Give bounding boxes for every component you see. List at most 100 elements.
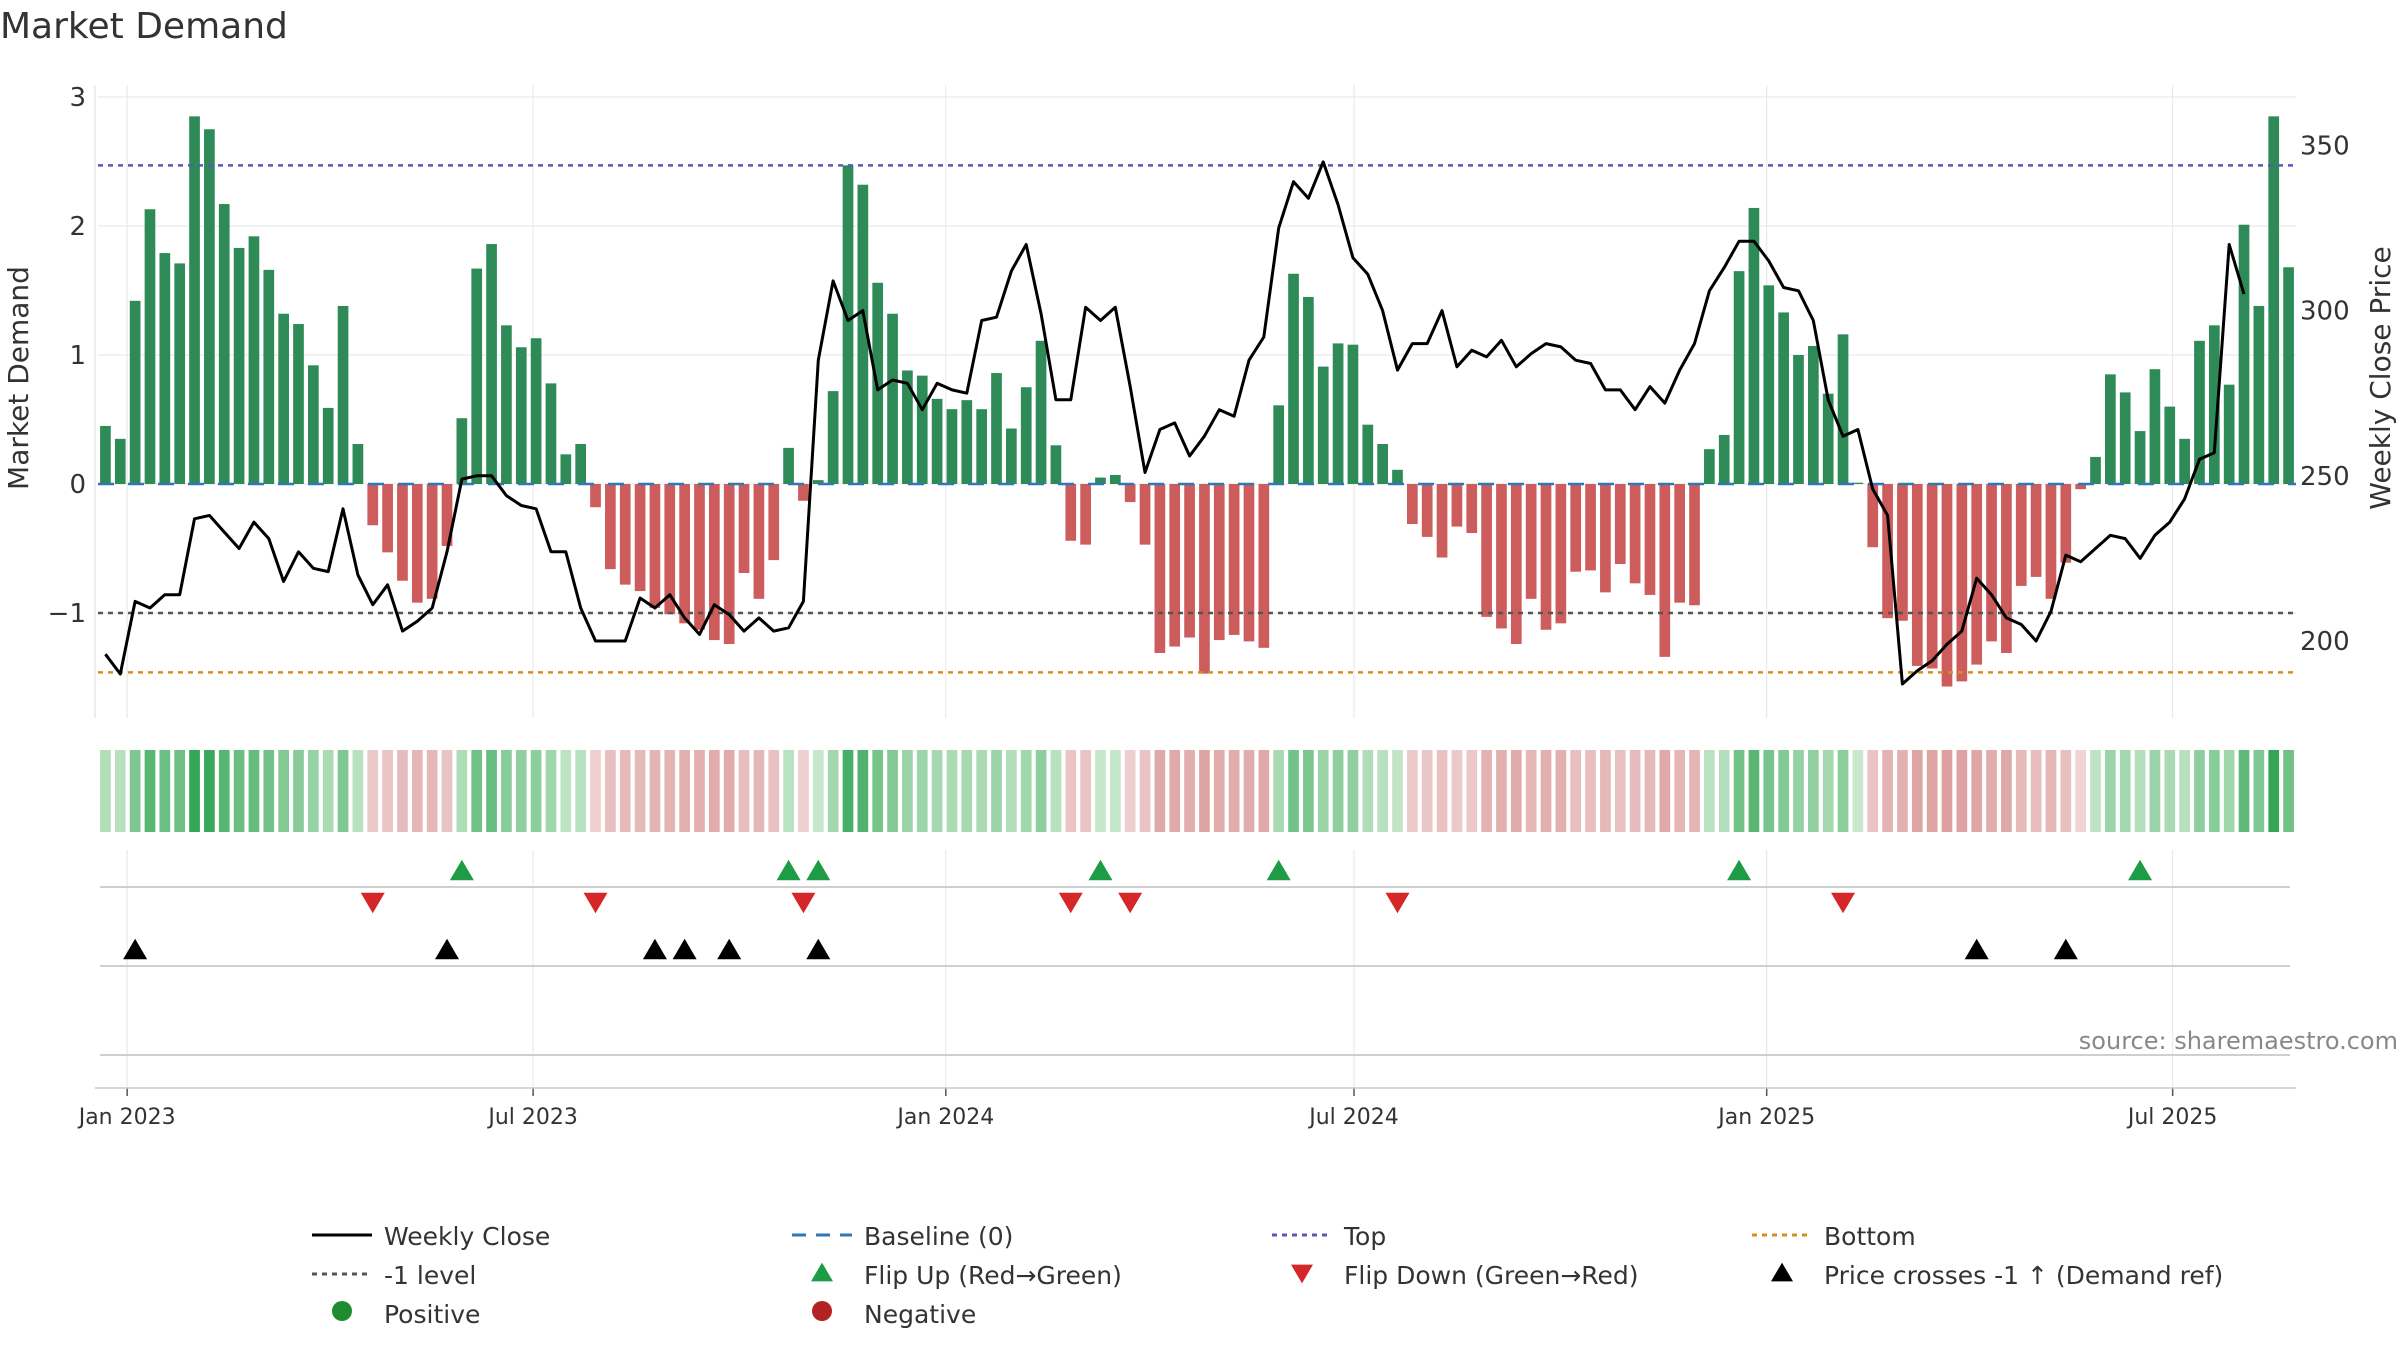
demand-bar	[397, 484, 408, 581]
legend-label: Price crosses -1 ↑ (Demand ref)	[1824, 1261, 2223, 1290]
demand-bar	[382, 484, 393, 553]
heat-cell	[1347, 750, 1359, 832]
heat-cell	[590, 750, 601, 832]
flip-down-marker	[360, 892, 385, 914]
heat-cell	[1867, 750, 1879, 832]
heat-cell	[916, 750, 928, 832]
demand-bar	[1867, 484, 1879, 548]
heat-cell	[1555, 750, 1567, 832]
demand-bar	[1154, 484, 1166, 653]
price-cross-marker	[2053, 938, 2078, 960]
flip-up-marker	[1727, 859, 1752, 881]
demand-bar	[2045, 484, 2057, 599]
demand-bar	[337, 305, 349, 484]
demand-bar	[441, 484, 453, 546]
heat-cell	[382, 750, 393, 832]
price-cross-marker	[1964, 938, 1989, 960]
heat-cell	[1897, 750, 1908, 832]
legend-swatch	[1771, 1262, 1793, 1282]
demand-bar	[456, 418, 468, 484]
heat-cell	[1689, 750, 1700, 832]
heat-cell	[1926, 750, 1938, 832]
heat-cell	[2134, 750, 2146, 832]
heat-cell	[471, 750, 483, 832]
demand-bar	[545, 383, 557, 484]
demand-bar	[1169, 484, 1181, 647]
heat-cell	[2164, 750, 2176, 832]
price-cross-marker	[642, 938, 667, 960]
demand-bar	[367, 484, 379, 526]
source-text: source: sharemaestro.com	[2079, 1027, 2398, 1055]
demand-bar	[1035, 340, 1047, 484]
x-tick-label: Jan 2025	[1716, 1105, 1815, 1130]
x-tick-label: Jan 2024	[895, 1105, 994, 1130]
demand-bar	[1763, 285, 1775, 484]
demand-bar	[1600, 484, 1611, 593]
heat-cell	[1006, 750, 1017, 832]
demand-bar	[426, 484, 438, 599]
demand-bar	[857, 184, 869, 484]
heat-cell	[411, 750, 423, 832]
heat-cell	[961, 750, 973, 832]
demand-bar	[2194, 340, 2205, 484]
heat-cell	[114, 750, 126, 832]
demand-bar	[1540, 484, 1552, 630]
heat-cell	[293, 750, 304, 832]
x-tick-label: Jul 2025	[2126, 1105, 2218, 1130]
demand-bar	[1080, 484, 1091, 545]
heat-cell	[1139, 750, 1151, 832]
heat-cell	[1570, 750, 1582, 832]
demand-bar	[1288, 273, 1299, 484]
demand-bar	[649, 484, 661, 608]
demand-bar	[129, 300, 141, 484]
demand-bar	[1020, 387, 1032, 484]
heat-cell	[2119, 750, 2131, 832]
heat-cell	[1377, 750, 1388, 832]
demand-bar	[2075, 484, 2087, 490]
heat-cell	[1659, 750, 1671, 832]
demand-bar	[1228, 484, 1240, 635]
y-axis-left-label: Market Demand	[2, 266, 35, 490]
heat-cell	[842, 750, 854, 832]
y-tick-right: 350	[2300, 131, 2350, 161]
heat-cell	[1050, 750, 1062, 832]
demand-bar	[1911, 484, 1923, 666]
heat-cell	[1154, 750, 1166, 832]
heat-cell	[1466, 750, 1478, 832]
demand-bar	[1451, 484, 1463, 527]
heat-cell	[367, 750, 379, 832]
heat-cell	[1496, 750, 1507, 832]
heat-cell	[1763, 750, 1775, 832]
heat-cell	[159, 750, 171, 832]
x-tick-label: Jul 2023	[486, 1105, 578, 1130]
heat-cell	[664, 750, 676, 832]
demand-bar	[1481, 484, 1492, 617]
demand-bar	[1733, 271, 1745, 484]
demand-heat-strip	[100, 750, 2294, 832]
demand-bar	[2001, 484, 2012, 653]
heat-cell	[515, 750, 527, 832]
legend-label: Weekly Close	[384, 1222, 550, 1251]
heat-cell	[783, 750, 794, 832]
legend-swatch	[332, 1301, 352, 1321]
demand-bar	[1332, 343, 1344, 484]
legend-label: -1 level	[384, 1261, 476, 1290]
demand-bar	[1986, 484, 1997, 642]
demand-bar	[1258, 484, 1270, 648]
demand-bar	[293, 324, 304, 484]
heat-cell	[1392, 750, 1403, 832]
heat-cell	[263, 750, 275, 832]
price-cross-marker	[123, 938, 148, 960]
heat-cell	[1436, 750, 1448, 832]
heat-cell	[976, 750, 988, 832]
legend-item: Baseline (0)	[792, 1222, 1013, 1251]
heat-cell	[307, 750, 319, 832]
demand-bar	[2223, 384, 2235, 484]
demand-bar	[1510, 484, 1522, 644]
demand-bar	[1689, 484, 1700, 606]
demand-bar	[783, 447, 794, 484]
heat-cell	[1035, 750, 1047, 832]
legend-item: -1 level	[312, 1261, 476, 1290]
demand-bar	[1243, 484, 1255, 642]
heat-cell	[218, 750, 230, 832]
